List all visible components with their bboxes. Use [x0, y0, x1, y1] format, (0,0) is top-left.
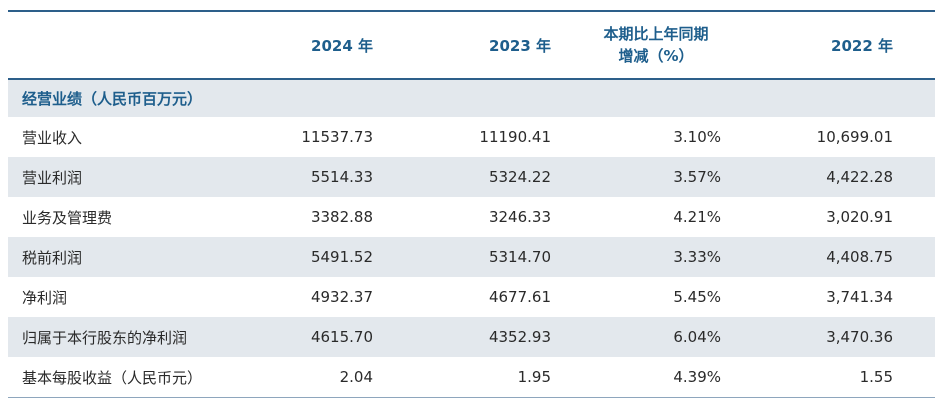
- cell-2023: 5314.70: [488, 248, 551, 266]
- header-change-line1: 本期比上年同期: [603, 25, 709, 43]
- cell-2022: 3,470.36: [826, 328, 893, 346]
- cell-2024: 4615.70: [310, 328, 373, 346]
- row-label: 归属于本行股东的净利润: [22, 328, 188, 347]
- cell-change: 3.10%: [673, 128, 721, 146]
- table-row: 税前利润 5491.52 5314.70 3.33% 4,408.75: [8, 237, 935, 277]
- cell-2022: 4,408.75: [826, 248, 893, 266]
- header-2022: 2022 年: [831, 36, 893, 55]
- table-row: 营业收入 11537.73 11190.41 3.10% 10,699.01: [8, 117, 935, 157]
- row-label: 营业利润: [22, 168, 83, 187]
- table-body: 营业收入 11537.73 11190.41 3.10% 10,699.01 营…: [8, 117, 935, 397]
- cell-2023: 4352.93: [488, 328, 551, 346]
- cell-2022: 4,422.28: [826, 168, 893, 186]
- table-row: 净利润 4932.37 4677.61 5.45% 3,741.34: [8, 277, 935, 317]
- cell-2022: 10,699.01: [816, 128, 893, 146]
- cell-2023: 11190.41: [479, 128, 551, 146]
- cell-2024: 4932.37: [310, 288, 373, 306]
- cell-2024: 5491.52: [310, 248, 373, 266]
- table-header: 2024 年 2023 年 本期比上年同期 增减（%） 2022 年: [8, 12, 935, 80]
- cell-change: 4.21%: [673, 208, 721, 226]
- cell-2023: 4677.61: [488, 288, 551, 306]
- cell-2024: 2.04: [339, 368, 373, 386]
- bottom-rule: [8, 397, 935, 398]
- table-row: 业务及管理费 3382.88 3246.33 4.21% 3,020.91: [8, 197, 935, 237]
- row-label: 基本每股收益（人民币元）: [22, 368, 203, 387]
- cell-2024: 3382.88: [310, 208, 373, 226]
- cell-change: 3.33%: [673, 248, 721, 266]
- cell-2024: 11537.73: [301, 128, 373, 146]
- cell-change: 5.45%: [673, 288, 721, 306]
- header-change: 本期比上年同期 增减（%）: [551, 23, 721, 67]
- header-2023: 2023 年: [489, 36, 551, 55]
- table-row: 归属于本行股东的净利润 4615.70 4352.93 6.04% 3,470.…: [8, 317, 935, 357]
- cell-change: 3.57%: [673, 168, 721, 186]
- row-label: 税前利润: [22, 248, 83, 267]
- cell-2022: 3,020.91: [826, 208, 893, 226]
- cell-2022: 3,741.34: [826, 288, 893, 306]
- header-2024: 2024 年: [311, 36, 373, 55]
- financial-table: 2024 年 2023 年 本期比上年同期 增减（%） 2022 年 经营业绩（…: [8, 10, 935, 398]
- table-row: 基本每股收益（人民币元） 2.04 1.95 4.39% 1.55: [8, 357, 935, 397]
- header-change-line2: 增减（%）: [618, 47, 694, 65]
- row-label: 净利润: [22, 288, 68, 307]
- row-label: 业务及管理费: [22, 208, 113, 227]
- cell-2023: 1.95: [517, 368, 551, 386]
- cell-2023: 5324.22: [488, 168, 551, 186]
- section-title: 经营业绩（人民币百万元）: [8, 80, 935, 117]
- cell-2024: 5514.33: [310, 168, 373, 186]
- cell-2022: 1.55: [859, 368, 893, 386]
- cell-change: 4.39%: [673, 368, 721, 386]
- row-label: 营业收入: [22, 128, 83, 147]
- table-row: 营业利润 5514.33 5324.22 3.57% 4,422.28: [8, 157, 935, 197]
- top-rule: [8, 10, 935, 12]
- cell-2023: 3246.33: [488, 208, 551, 226]
- cell-change: 6.04%: [673, 328, 721, 346]
